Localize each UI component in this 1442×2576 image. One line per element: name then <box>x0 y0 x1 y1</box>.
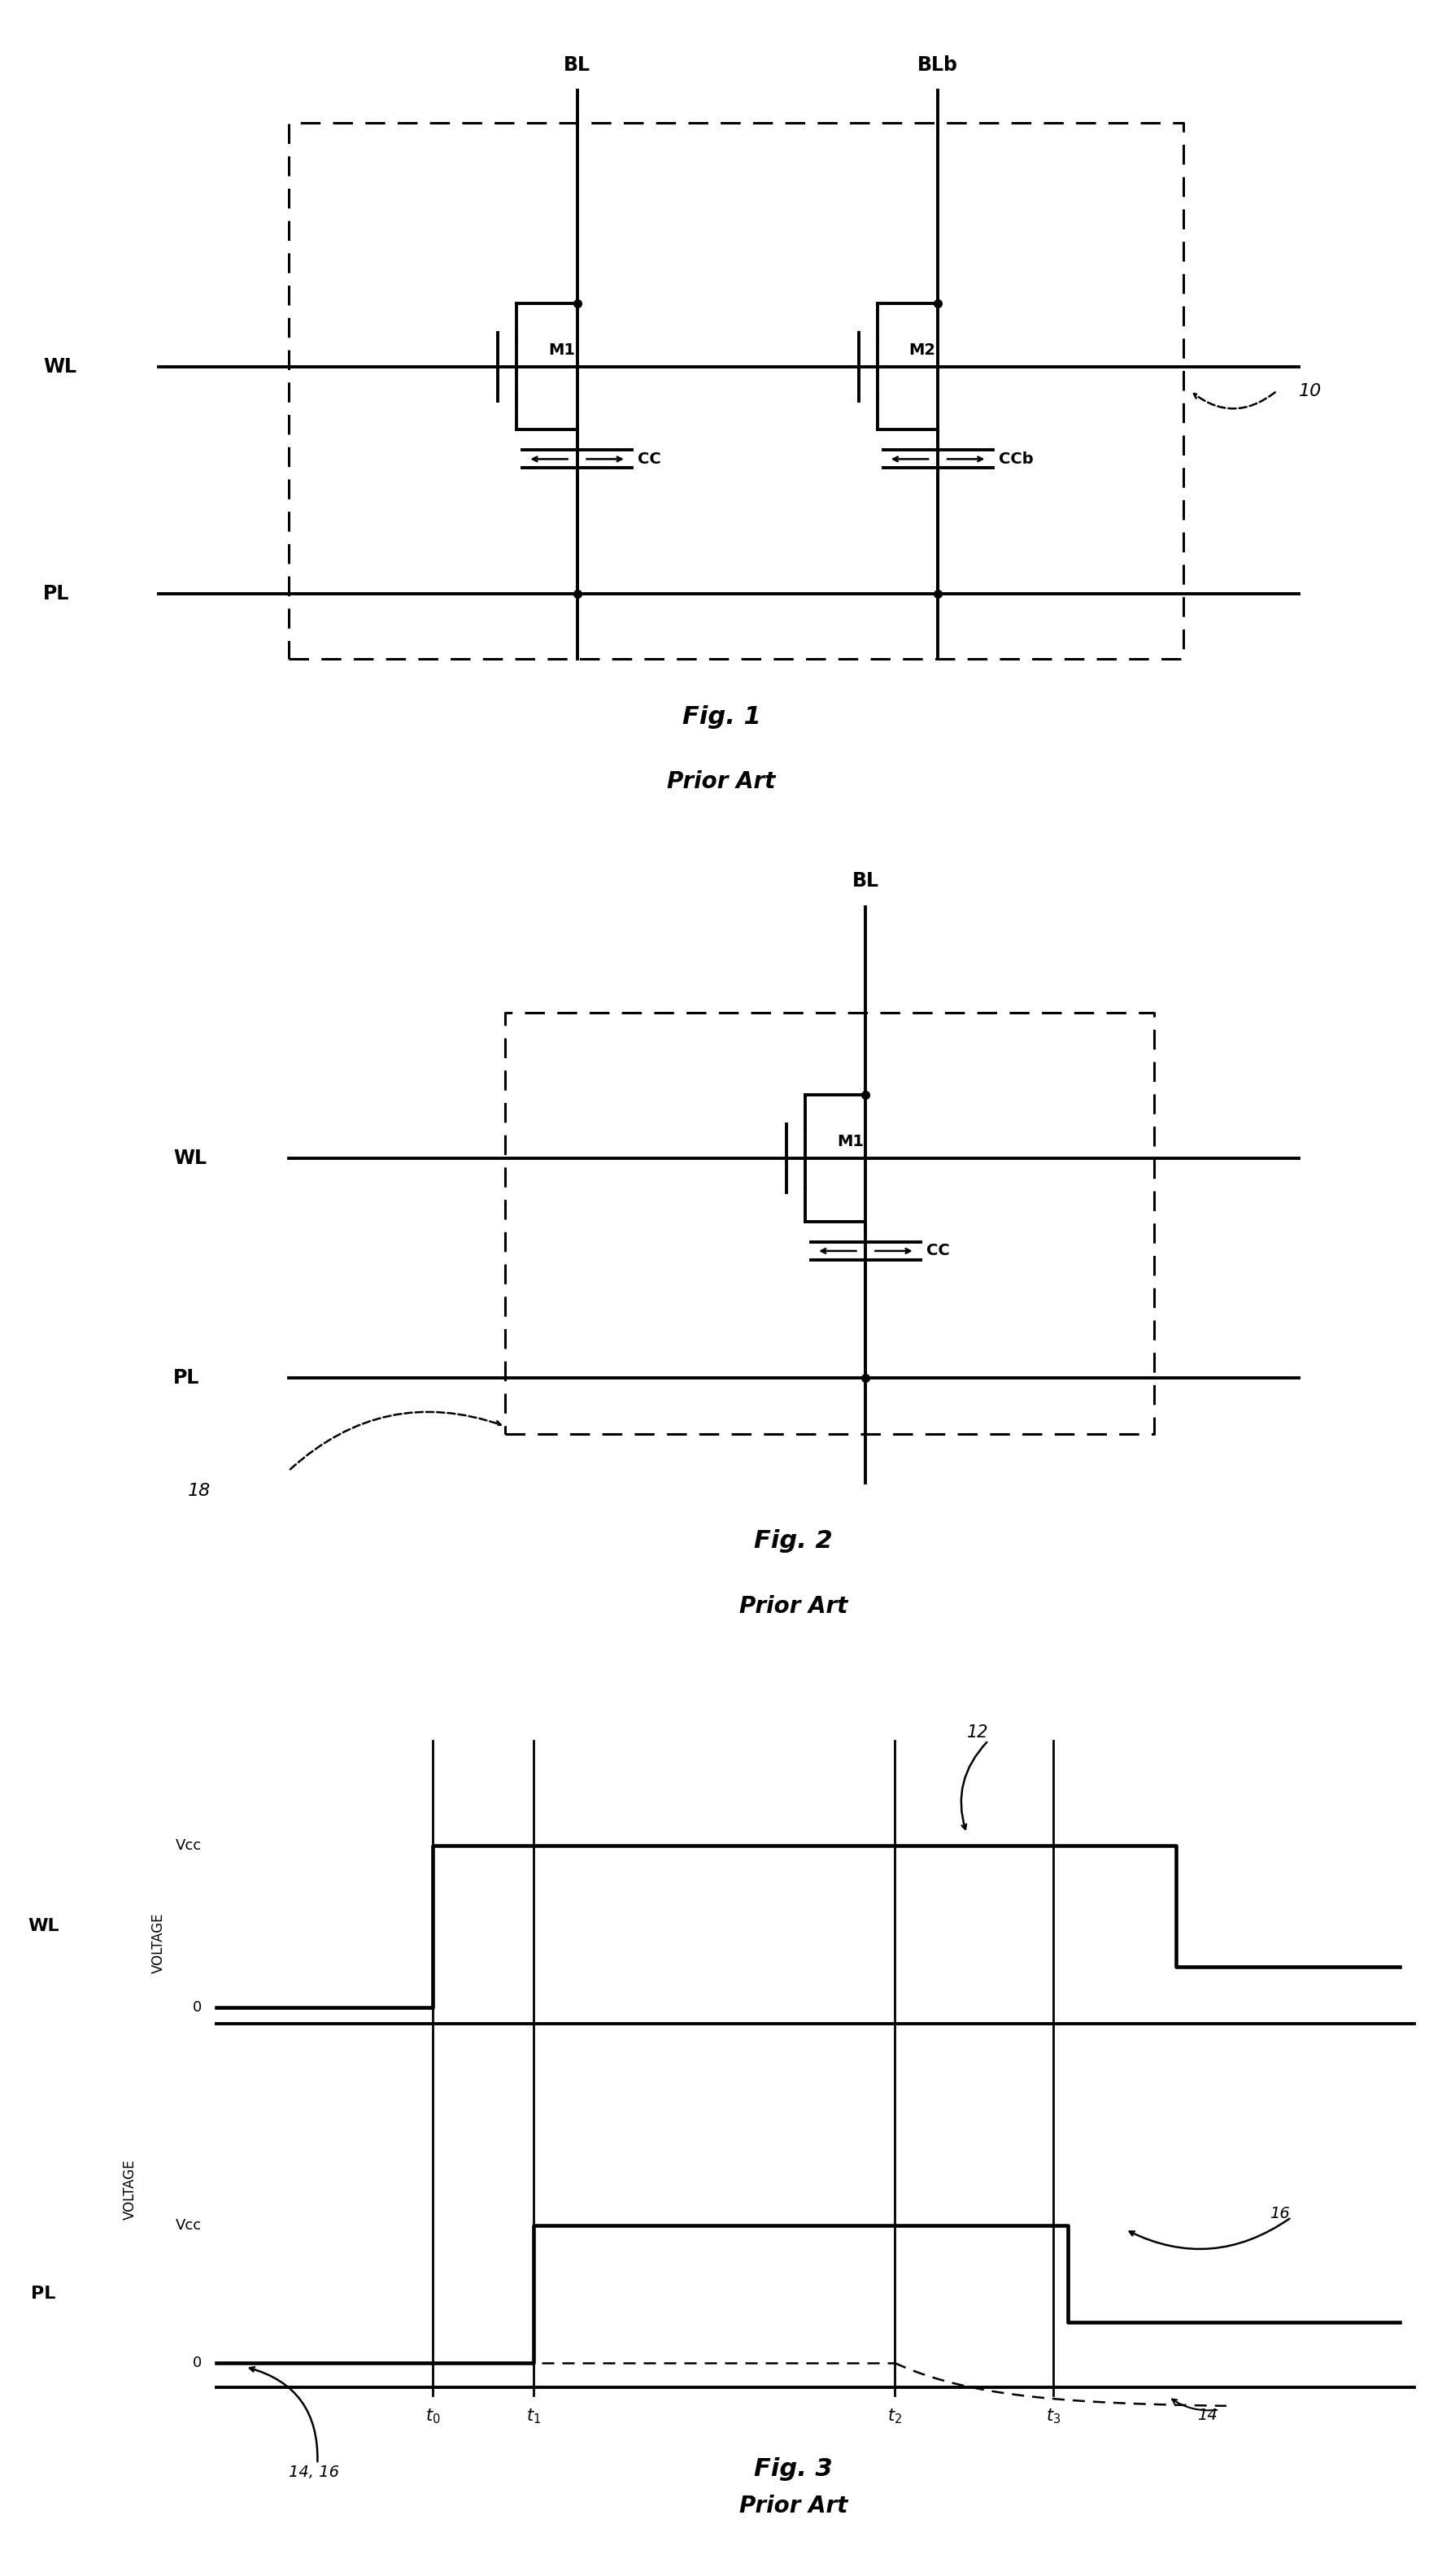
Text: $t_1$: $t_1$ <box>526 2409 541 2427</box>
Text: $t_2$: $t_2$ <box>887 2409 901 2427</box>
Text: $t_3$: $t_3$ <box>1045 2409 1060 2427</box>
Text: VOLTAGE: VOLTAGE <box>123 2159 137 2221</box>
Text: 16: 16 <box>1269 2205 1289 2221</box>
Text: 0: 0 <box>193 2354 202 2370</box>
Text: WL: WL <box>27 1919 59 1935</box>
Text: Fig. 2: Fig. 2 <box>754 1530 832 1553</box>
Text: Prior Art: Prior Art <box>738 2494 848 2517</box>
Text: BL: BL <box>852 871 878 891</box>
Text: CC: CC <box>637 451 660 466</box>
Text: CCb: CCb <box>998 451 1032 466</box>
Text: Prior Art: Prior Art <box>666 770 776 793</box>
Text: BLb: BLb <box>917 54 957 75</box>
Text: VOLTAGE: VOLTAGE <box>151 1911 166 1973</box>
Text: Vcc: Vcc <box>176 2218 202 2233</box>
Text: PL: PL <box>173 1368 199 1388</box>
Text: Fig. 1: Fig. 1 <box>682 706 760 729</box>
Text: Vcc: Vcc <box>176 1839 202 1852</box>
Text: M1: M1 <box>836 1133 864 1149</box>
Text: 18: 18 <box>187 1484 211 1499</box>
Text: CC: CC <box>926 1244 949 1260</box>
Text: PL: PL <box>43 585 69 603</box>
Text: PL: PL <box>30 2285 56 2303</box>
Text: M2: M2 <box>908 343 936 358</box>
Text: 14: 14 <box>1197 2409 1217 2424</box>
Text: M1: M1 <box>548 343 575 358</box>
Text: Prior Art: Prior Art <box>738 1595 848 1618</box>
Text: 14, 16: 14, 16 <box>288 2465 339 2481</box>
Text: WL: WL <box>43 358 76 376</box>
Text: 12: 12 <box>966 1723 988 1741</box>
Text: $t_0$: $t_0$ <box>425 2409 440 2427</box>
Text: WL: WL <box>173 1149 206 1167</box>
Text: Fig. 3: Fig. 3 <box>754 2458 832 2481</box>
Text: BL: BL <box>564 54 590 75</box>
Text: 10: 10 <box>1298 384 1321 399</box>
Text: 0: 0 <box>193 1999 202 2014</box>
